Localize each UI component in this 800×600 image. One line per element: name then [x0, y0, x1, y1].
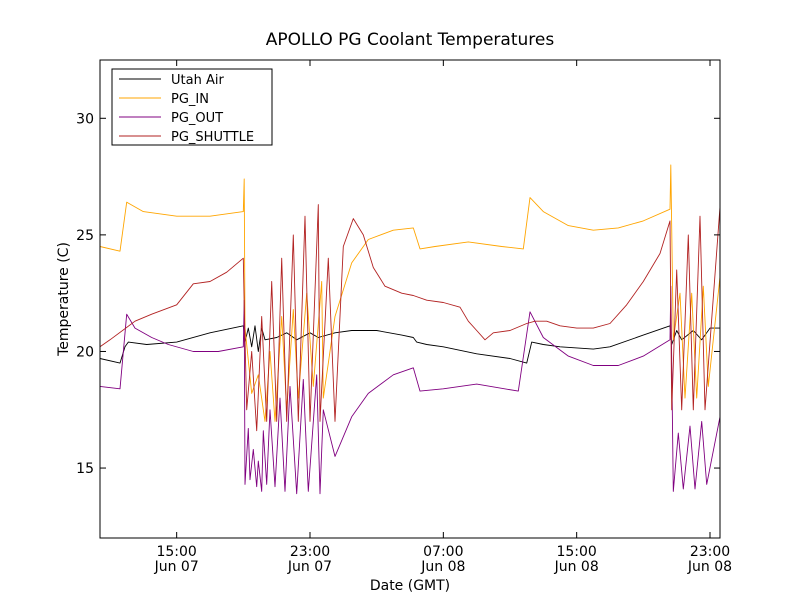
x-tick-label-date: Jun 08 — [420, 559, 465, 575]
x-tick-label-time: 23:00 — [290, 544, 330, 560]
y-tick-label: 15 — [76, 461, 94, 477]
legend-label-pg-out: PG_OUT — [171, 111, 223, 126]
x-tick-label-date: Jun 08 — [554, 559, 599, 575]
x-axis-label: Date (GMT) — [370, 578, 450, 594]
legend-label-utah-air: Utah Air — [171, 73, 224, 88]
x-tick-label-date: Jun 08 — [687, 559, 732, 575]
x-tick-label-time: 23:00 — [690, 544, 730, 560]
series-layer — [99, 164, 721, 495]
legend: Utah Air PG_IN PG_OUT PG_SHUTTLE — [111, 68, 273, 146]
y-tick-label: 20 — [76, 344, 94, 360]
x-tick-label-time: 15:00 — [156, 544, 196, 560]
x-tick-label-time: 15:00 — [556, 544, 596, 560]
legend-label-pg-shuttle: PG_SHUTTLE — [171, 130, 254, 145]
x-tick-label-date: Jun 07 — [287, 559, 332, 575]
x-tick-label-time: 07:00 — [423, 544, 463, 560]
y-tick-label: 30 — [76, 111, 94, 127]
legend-box — [111, 68, 273, 146]
series-line-pg-shuttle — [99, 204, 721, 432]
plot-frame — [99, 59, 721, 539]
x-tick-label-date: Jun 07 — [154, 559, 199, 575]
legend-label-pg-in: PG_IN — [171, 92, 209, 107]
y-tick-label: 25 — [76, 228, 94, 244]
series-line-pg-in — [99, 164, 721, 422]
chart-title: APOLLO PG Coolant Temperatures — [266, 30, 555, 50]
y-axis-label: Temperature (C) — [56, 242, 72, 357]
